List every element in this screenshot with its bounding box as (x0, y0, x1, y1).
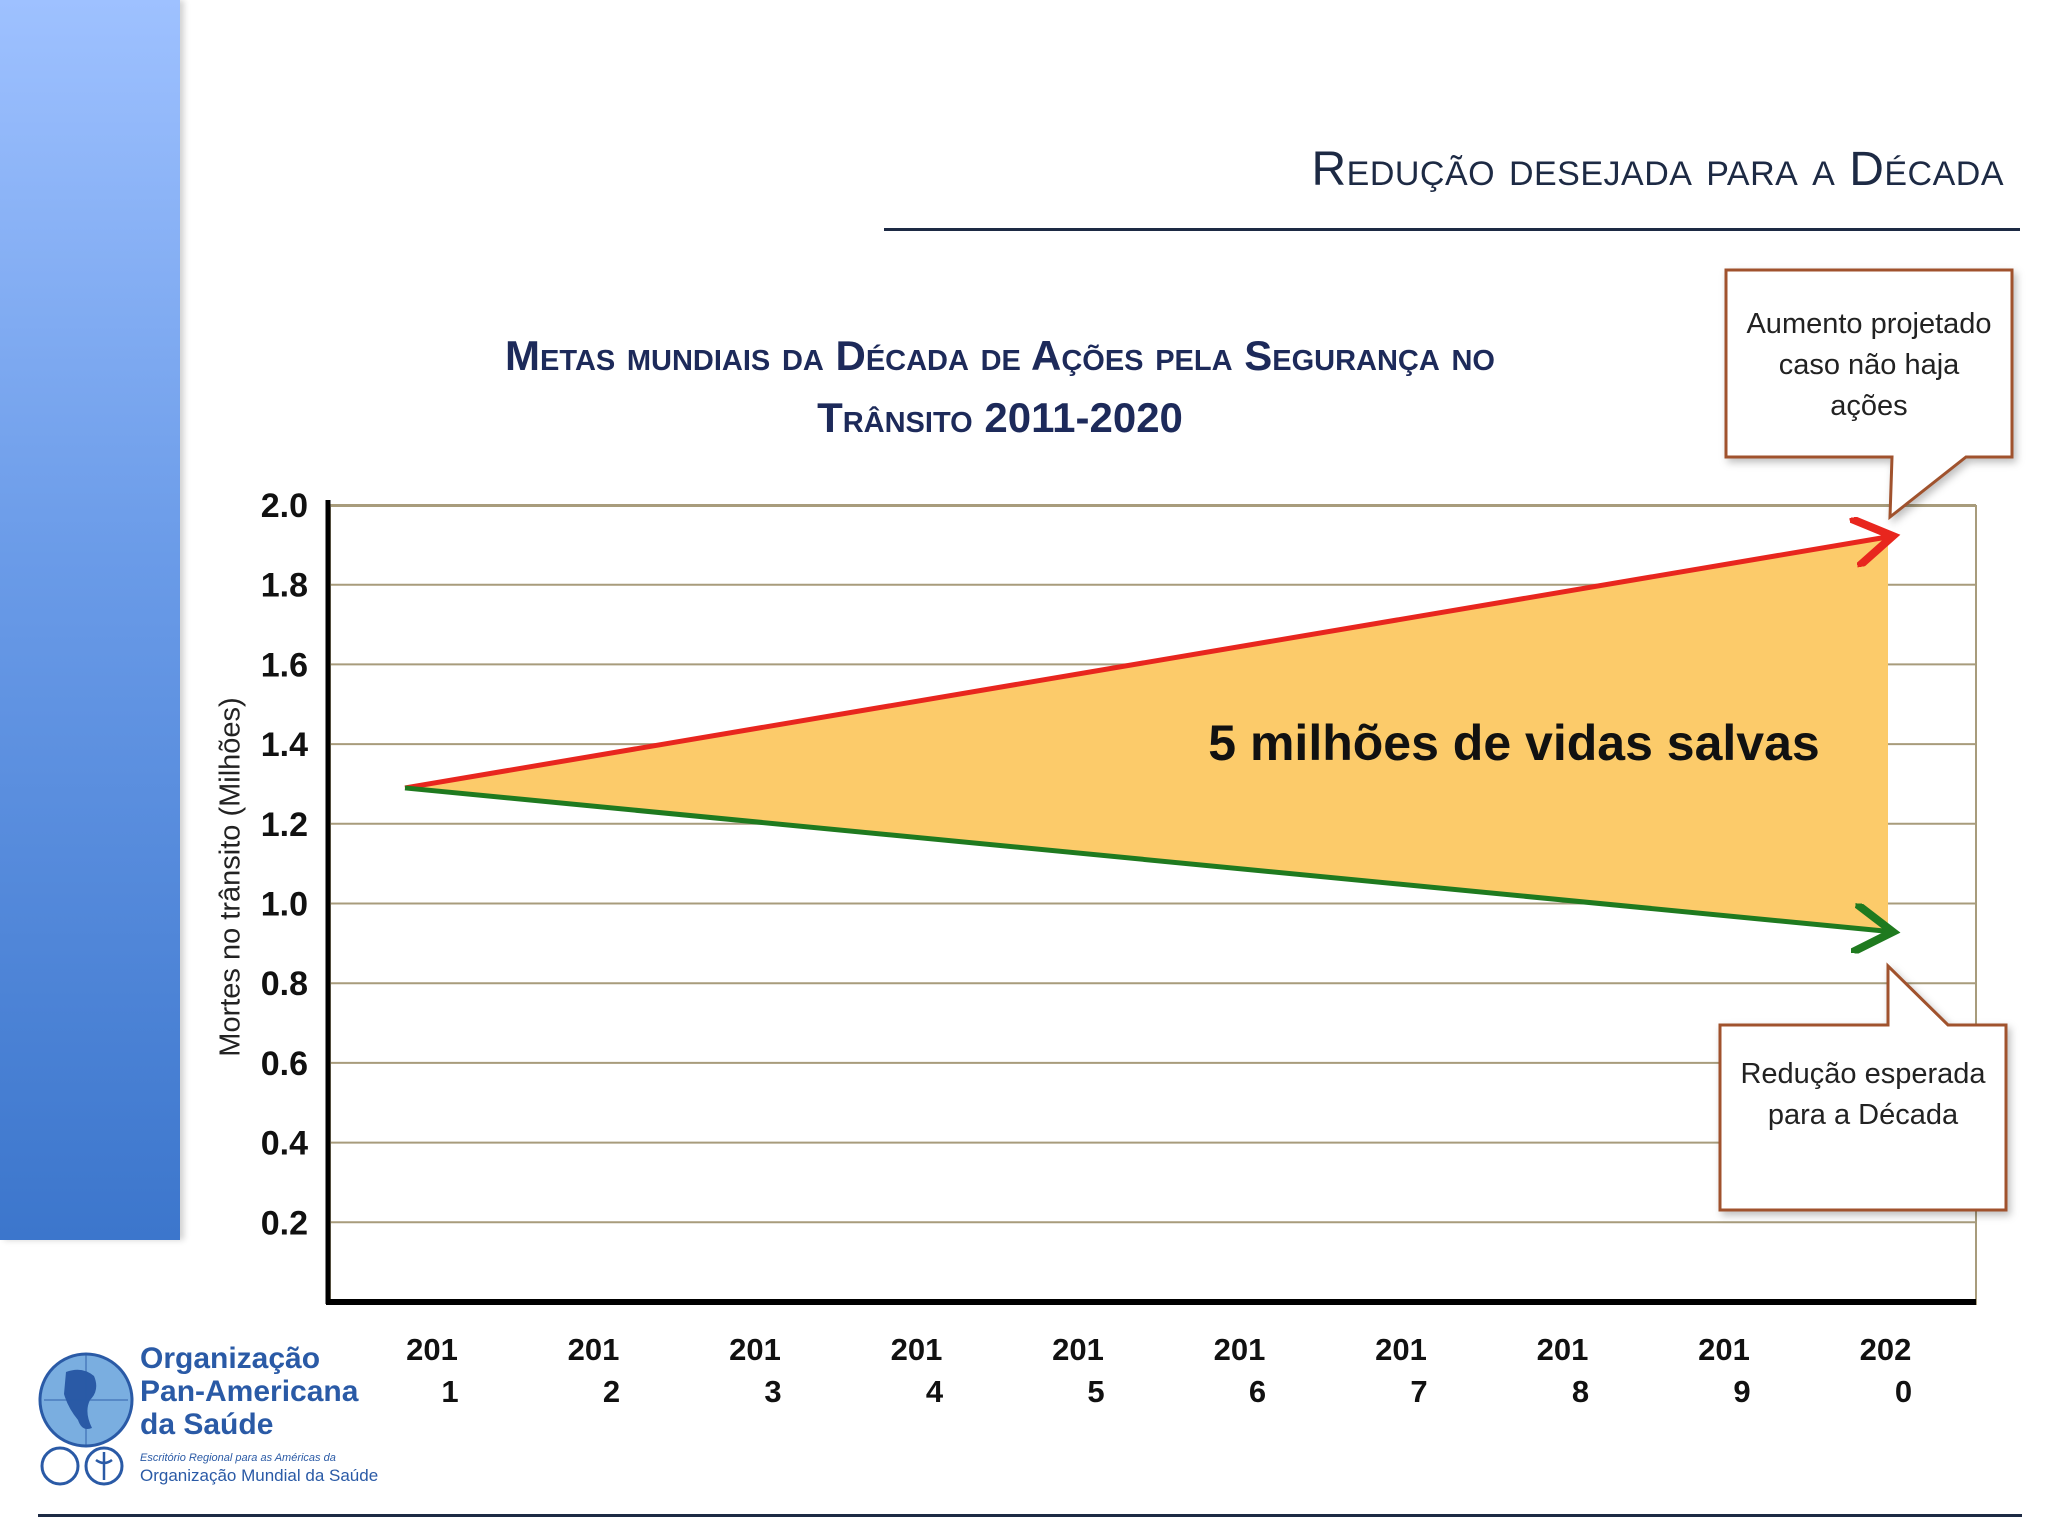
logo-line-3: da Saúde (140, 1408, 274, 1441)
logo-line-2: Pan-Americana (140, 1375, 359, 1408)
globe-icon (38, 1352, 134, 1486)
y-tick-label: 1.4 (261, 726, 308, 764)
chart-title-line-1: Metas mundiais da Década de Ações pela S… (505, 332, 1495, 379)
x-tick-label: 201 4 (891, 1332, 944, 1409)
x-tick-label: 201 8 (1537, 1332, 1589, 1409)
x-tick-label: 201 2 (568, 1332, 620, 1409)
series-line-reduction (404, 785, 1888, 931)
footer-rule (38, 1514, 2022, 1517)
callout-bottom-text: Redução esperada para a Década (1740, 1058, 1986, 1131)
y-tick-label: 0.4 (261, 1125, 308, 1163)
side-accent-bar (0, 0, 180, 1240)
chart-title-line-2: Trânsito 2011-2020 (817, 394, 1183, 441)
logo-subtitle-2: Organização Mundial da Saúde (140, 1466, 379, 1485)
logo-subtitle-1: Escritório Regional para as Américas da (140, 1452, 336, 1464)
y-tick-label: 1.0 (261, 886, 308, 924)
x-tick-label: 201 6 (1214, 1332, 1266, 1409)
x-tick-label: 201 5 (1052, 1332, 1104, 1409)
y-tick-label: 2.0 (261, 487, 308, 525)
chart-title: Metas mundiais da Década de Ações pela S… (360, 325, 1640, 449)
paho-logo: Organização Pan-Americana da Saúde Escri… (38, 1342, 378, 1494)
logo-name: Organização Pan-Americana da Saúde (140, 1342, 358, 1441)
saved-lives-area (405, 536, 1888, 932)
series-line-increase (404, 537, 1888, 791)
area-annotation: 5 milhões de vidas salvas (1208, 715, 1819, 771)
slide-title: Redução desejada para a Década (1311, 143, 2004, 196)
x-tick-label: 201 7 (1375, 1332, 1427, 1409)
x-tick-label: 201 9 (1698, 1332, 1750, 1409)
y-tick-label: 1.2 (261, 806, 308, 844)
who-emblem-icon (84, 1446, 124, 1486)
y-axis-label: Mortes no trânsito (Milhões) (214, 697, 247, 1057)
x-tick-label: 202 0 (1860, 1332, 1912, 1409)
callout-top-text: Aumento projetado caso não haja ações (1746, 308, 1992, 422)
callout-top-box (1724, 268, 2014, 521)
title-underline (884, 228, 2020, 231)
y-tick-label: 1.6 (261, 646, 308, 684)
callout-bottom-box (1718, 962, 2008, 1212)
x-tick-label: 201 1 (406, 1332, 458, 1409)
y-tick-label: 0.6 (261, 1045, 308, 1083)
y-tick-label: 0.8 (261, 965, 308, 1003)
logo-line-1: Organização (140, 1342, 321, 1375)
x-tick-label: 201 3 (729, 1332, 781, 1409)
y-tick-label: 0.2 (261, 1204, 308, 1242)
y-tick-label: 1.8 (261, 567, 308, 605)
emblem-icon (40, 1446, 80, 1486)
